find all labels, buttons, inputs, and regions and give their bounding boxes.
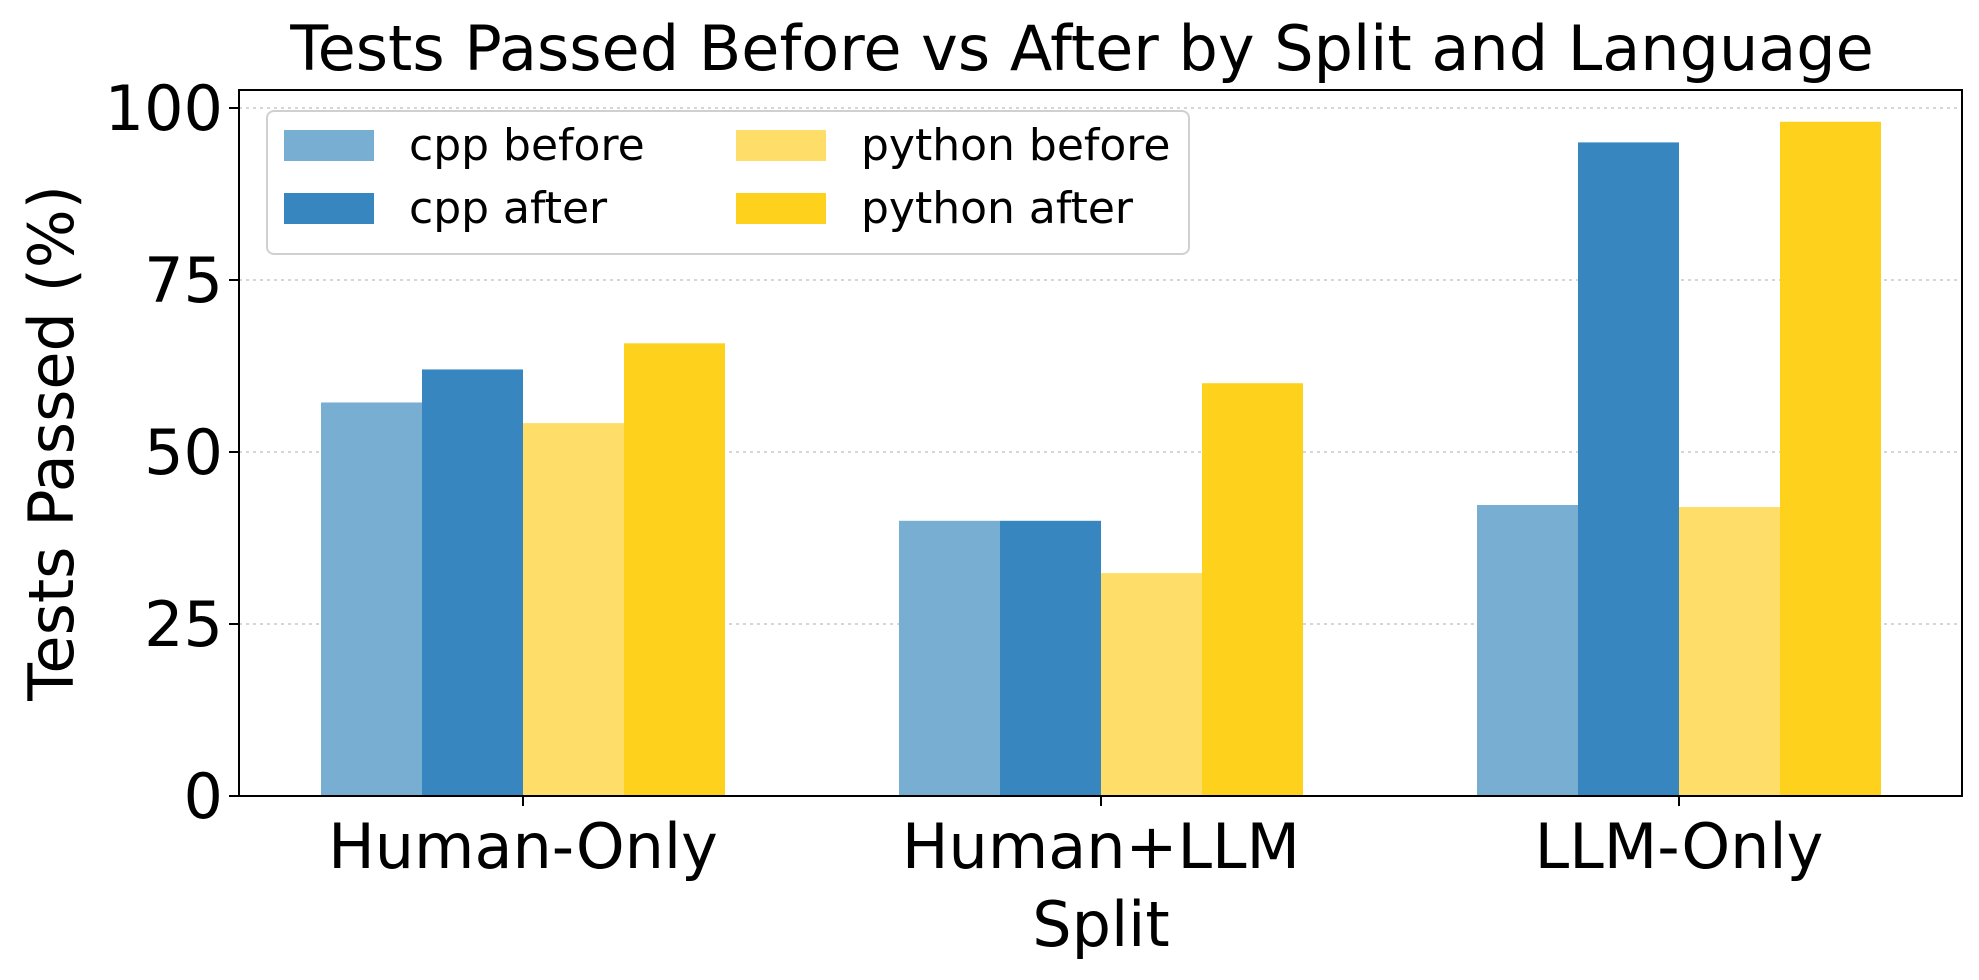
x-axis-label: Split [1032,888,1169,961]
legend-swatch-cpp-after [284,193,374,224]
legend-label: cpp after [409,183,608,234]
legend-label: python before [861,120,1171,171]
y-tick-label: 75 [144,244,223,317]
bar-cpp-before-llm-only [1477,504,1578,796]
y-axis-label: Tests Passed (%) [15,185,88,702]
y-axis-ticks: 0 25 50 75 100 [105,72,239,833]
bar-python-after-llm-only [1780,121,1881,796]
bar-cpp-before-human-llm [899,520,1000,796]
legend-swatch-cpp-before [284,130,374,161]
bar-python-after-human-only [624,343,725,796]
bar-python-before-llm-only [1679,507,1780,796]
y-tick-label: 0 [184,760,223,833]
bar-python-before-human-only [523,423,624,796]
x-tick-label: Human+LLM [902,810,1300,883]
y-tick-label: 25 [144,588,223,661]
bar-cpp-after-human-llm [1000,520,1101,796]
x-axis-ticks: Human-Only Human+LLM LLM-Only [328,796,1823,883]
bar-python-after-human-llm [1202,383,1303,796]
legend-label: cpp before [409,120,645,171]
bars [321,121,1881,796]
bar-cpp-after-llm-only [1578,142,1679,796]
bar-cpp-after-human-only [422,369,523,796]
bar-python-before-human-llm [1101,573,1202,796]
legend-swatch-python-after [736,193,826,224]
y-tick-label: 50 [144,416,223,489]
legend-swatch-python-before [736,130,826,161]
legend: cpp before cpp after python before python a… [266,110,1190,255]
bar-cpp-before-human-only [321,402,422,796]
legend-box [266,110,1190,255]
y-tick-label: 100 [105,72,223,145]
x-tick-label: LLM-Only [1535,810,1824,883]
x-tick-label: Human-Only [328,810,718,883]
chart-title: Tests Passed Before vs After by Split an… [289,12,1873,85]
legend-label: python after [861,183,1134,234]
